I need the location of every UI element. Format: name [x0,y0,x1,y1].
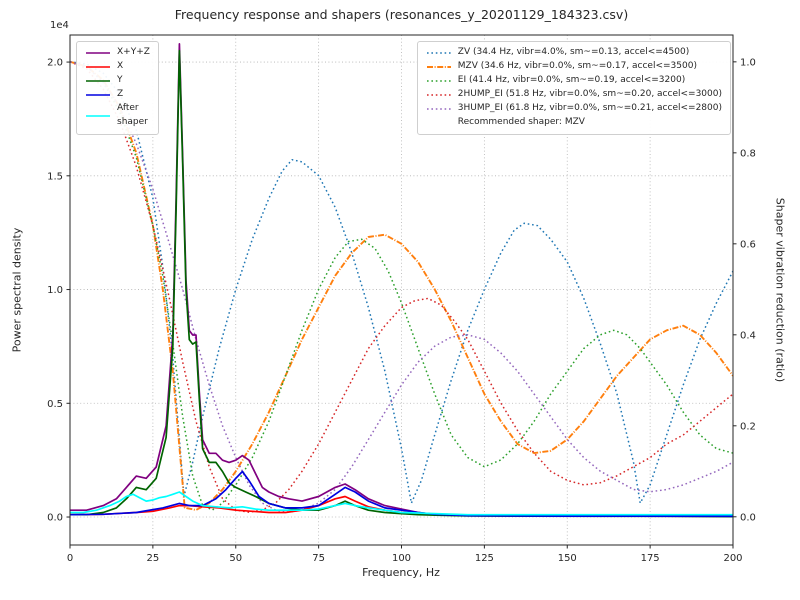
legend-swatch-x-y-z [86,52,110,54]
right-y-tick-label: 0.0 [740,512,756,523]
curve-y [70,49,733,518]
legend-item-2hump-ei: 2HUMP_EI (51.8 Hz, vibr=0.0%, sm~=0.20, … [426,88,722,102]
shaper-curves [70,60,733,513]
legend-swatch-after-shaper [86,114,110,117]
x-tick-label: 25 [147,553,160,564]
legend-item-zv: ZV (34.4 Hz, vibr=4.0%, sm~=0.13, accel<… [426,46,722,60]
left-y-tick-label: 2.0 [47,58,63,69]
legend-swatch-2hump-ei [426,93,451,96]
curve-after-shaper [70,491,733,516]
ticks [66,61,737,549]
legend-item-y: Y [85,74,150,88]
psd-legend: X+Y+Z X Y Z After shaper [76,41,159,135]
right-y-tick-label: 0.6 [740,239,756,250]
left-y-tick-label: 0.5 [47,399,63,410]
legend-label: 3HUMP_EI (61.8 Hz, vibr=0.0%, sm~=0.21, … [457,102,722,113]
curve-2hump-ei [70,61,733,513]
legend-label: ZV (34.4 Hz, vibr=4.0%, sm~=0.13, accel<… [457,47,690,57]
y-axis-offset-text: 1e4 [50,20,69,31]
left-y-tick-label: 1.5 [47,171,63,182]
left-y-tick-label: 0.0 [47,513,63,524]
legend-note: Recommended shaper: MZV [457,116,585,127]
right-y-tick-label: 0.2 [740,421,756,432]
right-y-tick-label: 0.8 [740,148,756,159]
legend-label: After shaper [117,102,148,127]
psd-curves [70,43,733,518]
left-y-tick-label: 1.0 [47,285,63,296]
curve-mzv [70,60,733,511]
legend-swatch-x [86,66,110,68]
x-tick-label: 150 [558,553,577,564]
x-tick-label: 0 [67,553,73,564]
legend-item-mzv: MZV (34.6 Hz, vibr=0.0%, sm~=0.17, accel… [426,60,722,74]
legend-label: Y [117,74,123,85]
right-y-tick-label: 1.0 [740,57,756,68]
curve-z [70,470,733,518]
legend-item-z: Z [85,88,150,102]
chart-title: Frequency response and shapers (resonanc… [174,7,629,22]
legend-swatch-z [86,93,110,96]
legend-label: 2HUMP_EI (51.8 Hz, vibr=0.0%, sm~=0.20, … [457,88,722,99]
x-tick-label: 100 [392,553,411,564]
x-axis-label: Frequency, Hz [362,566,440,579]
curve-3hump-ei [70,61,733,513]
x-tick-label: 75 [312,553,325,564]
right-y-axis-label: Shaper vibration reduction (ratio) [773,197,787,383]
legend-item-x: X [85,60,150,74]
left-y-axis-label: Power spectral density [10,227,24,353]
legend-item-after-shaper: After shaper [85,102,150,130]
shaper-legend: ZV (34.4 Hz, vibr=4.0%, sm~=0.13, accel<… [416,41,731,135]
legend-label: MZV (34.6 Hz, vibr=0.0%, sm~=0.17, accel… [457,60,697,71]
legend-swatch-ei [426,80,451,82]
legend-label: X+Y+Z [117,47,150,57]
legend-label: X [117,60,124,71]
x-tick-label: 175 [641,553,660,564]
legend-label: Z [117,88,124,99]
curve-x-y-z [70,43,733,517]
legend-item-3hump-ei: 3HUMP_EI (61.8 Hz, vibr=0.0%, sm~=0.21, … [426,102,722,116]
legend-swatch-y [86,80,110,82]
legend-swatch-3hump-ei [426,107,451,110]
right-y-tick-label: 0.4 [740,330,756,341]
legend-swatch-zv [426,52,451,54]
curve-zv [70,61,733,504]
x-tick-label: 50 [229,553,242,564]
tick-labels: 0 25 50 75 100 125 150 175 200 0.0 0.5 1.0 1.5 2.0 0.0… [47,57,756,564]
legend-item-x-y-z: X+Y+Z [85,46,150,60]
legend-swatch-mzv [426,65,451,68]
legend-item-ei: EI (41.4 Hz, vibr=0.0%, sm~=0.19, accel<… [426,74,722,88]
x-tick-label: 200 [723,553,742,564]
x-tick-label: 125 [475,553,494,564]
legend-label: EI (41.4 Hz, vibr=0.0%, sm~=0.19, accel<… [457,74,686,85]
